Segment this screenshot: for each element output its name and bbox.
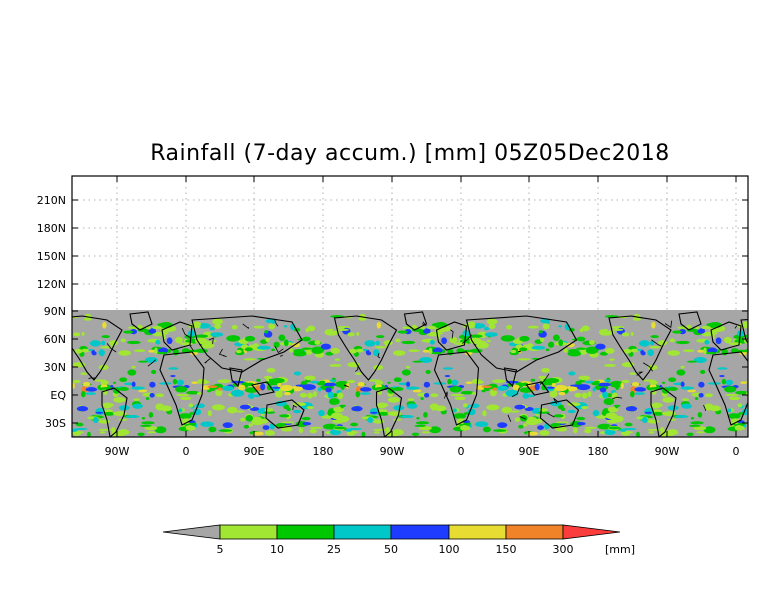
x-tick-label: 90W <box>105 445 130 458</box>
y-tick-label: 180N <box>37 222 66 235</box>
colorbar-label: 25 <box>327 543 341 556</box>
x-tick-label: 90W <box>380 445 405 458</box>
colorbar-swatch <box>505 524 564 540</box>
colorbar-swatch <box>162 524 221 540</box>
page-title: Rainfall (7-day accum.) [mm] 05Z05Dec201… <box>150 141 670 166</box>
continent-outlines <box>333 311 580 437</box>
colorbar-swatch <box>448 524 507 540</box>
y-tick-label: 210N <box>37 194 66 207</box>
x-tick-label: 0 <box>733 445 740 458</box>
y-tick-label: 90N <box>44 305 66 318</box>
coastlines <box>72 311 748 437</box>
colorbar-swatch <box>219 524 278 540</box>
colorbar-label: 100 <box>439 543 460 556</box>
rainfall-data-region <box>72 310 748 437</box>
colorbar-label: 300 <box>553 543 574 556</box>
colorbar-swatch <box>562 524 621 540</box>
x-tick-label: 90E <box>519 445 540 458</box>
colorbar-label: 10 <box>270 543 284 556</box>
colorbar-swatch <box>390 524 450 540</box>
x-tick-label: 90W <box>655 445 680 458</box>
x-tick-label: 90E <box>244 445 265 458</box>
y-tick-label: 30N <box>44 361 66 374</box>
y-tick-label: 150N <box>37 250 66 263</box>
x-tick-label: 0 <box>183 445 190 458</box>
continent-outlines <box>72 311 305 437</box>
x-tick-label: 180 <box>313 445 334 458</box>
colorbar-unit: [mm] <box>605 543 635 556</box>
colorbar-label: 5 <box>217 543 224 556</box>
y-tick-label: EQ <box>50 389 66 402</box>
colorbar-legend: 5 10 25 50 100 150 300 [mm] <box>162 524 635 556</box>
x-tick-label: 0 <box>458 445 465 458</box>
continent-outlines <box>608 311 748 437</box>
colorbar-label: 150 <box>496 543 517 556</box>
y-tick-label: 120N <box>37 278 66 291</box>
y-tick-label: 60N <box>44 333 66 346</box>
x-tick-label: 180 <box>588 445 609 458</box>
y-axis: 210N 180N 150N 120N 90N 60N 30N EQ 30S <box>37 194 748 430</box>
colorbar-swatch <box>276 524 335 540</box>
colorbar-swatch <box>333 524 392 540</box>
colorbar-label: 50 <box>384 543 398 556</box>
plot-frame <box>71 175 749 438</box>
y-tick-label: 30S <box>45 417 66 430</box>
x-axis: 90W 0 90E 180 90W 0 90E 180 90W 0 <box>105 176 740 458</box>
